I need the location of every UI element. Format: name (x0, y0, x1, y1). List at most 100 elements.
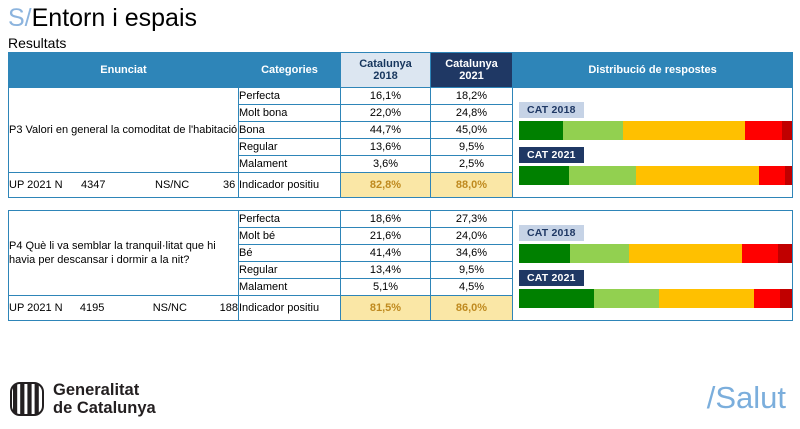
legend-badge-cat-2018: CAT 2018 (519, 224, 584, 241)
value-2021: 18,2% (430, 87, 513, 105)
bar-segment-regular (745, 120, 783, 140)
bar-segment-molt-b- (569, 243, 629, 263)
footnote-n-label: UP 2021 N (9, 179, 63, 191)
legend-badge-cat-2021: CAT 2021 (519, 146, 584, 163)
sample-footnote-1: UP 2021 N 4347 NS/NC 36 (8, 172, 239, 198)
table-row: Molt bona 22,0% 24,8% (9, 104, 793, 122)
table-separator (0, 198, 800, 210)
category-label: Bona (238, 121, 341, 139)
legend-badge-cat-2018: CAT 2018 (519, 101, 584, 118)
distribution-chart-2: CAT 2018 CAT 2021 (512, 210, 793, 321)
value-2018: 3,6% (340, 155, 431, 173)
column-header-catalunya-2018: Catalunya 2018 (340, 52, 431, 88)
value-2021: 27,3% (430, 210, 513, 228)
bar-segment-molt-bona (568, 165, 637, 185)
value-2021: 45,0% (430, 121, 513, 139)
brand-prefix: S/ (8, 4, 32, 32)
question-text-1: P3 Valori en general la comoditat de l'h… (8, 87, 239, 173)
category-label: Malament (238, 278, 341, 296)
bar-segment-malament (782, 120, 792, 140)
category-label: Regular (238, 261, 341, 279)
category-label: Molt bé (238, 227, 341, 245)
footnote-n-value: 4195 (79, 302, 105, 314)
category-label: Bé (238, 244, 341, 262)
column-header-categories: Categories (238, 52, 341, 88)
table-row: Regular 13,4% 9,5% (9, 261, 793, 279)
generalitat-shield-icon (10, 382, 44, 416)
bar-segment-bona (636, 165, 760, 185)
footnote-nsnc-label: NS/NC (152, 302, 187, 314)
indicator-value-2018: 81,5% (340, 295, 431, 321)
stacked-bar-cat-2018 (519, 243, 792, 263)
indicator-value-2021: 88,0% (430, 172, 513, 198)
value-2021: 24,0% (430, 227, 513, 245)
value-2018: 13,6% (340, 138, 431, 156)
value-2018: 22,0% (340, 104, 431, 122)
generalitat-line1: Generalitat (53, 381, 140, 399)
value-2018: 18,6% (340, 210, 431, 228)
generalitat-line2: de Catalunya (53, 399, 156, 417)
generalitat-wordmark: Generalitat de Catalunya (53, 381, 156, 417)
value-2018: 41,4% (340, 244, 431, 262)
bar-segment-regular (741, 243, 779, 263)
value-2018: 5,1% (340, 278, 431, 296)
indicator-label: Indicador positiu (238, 172, 341, 198)
footnote-n-label: UP 2021 N (9, 302, 63, 314)
page-subtitle: Resultats (8, 35, 67, 51)
column-header-enunciat: Enunciat (8, 52, 239, 88)
bar-segment-malament (785, 165, 792, 185)
indicator-value-2018: 82,8% (340, 172, 431, 198)
footnote-nsnc-value: 36 (223, 179, 236, 191)
table-row: Bona 44,7% 45,0% (9, 121, 793, 139)
category-label: Molt bona (238, 104, 341, 122)
value-2018: 13,4% (340, 261, 431, 279)
value-2018: 16,1% (340, 87, 431, 105)
results-table-block-2: P4 Què li va semblar la tranquil·litat q… (0, 210, 800, 321)
sample-footnote-2: UP 2021 N 4195 NS/NC 188 (8, 295, 239, 321)
page-title-text: Entorn i espais (31, 4, 197, 32)
category-label: Perfecta (238, 210, 341, 228)
footnote-nsnc-label: NS/NC (155, 179, 190, 191)
table-row-indicator: UP 2021 N 4195 NS/NC 188 Indicador posit… (8, 295, 793, 321)
bar-segment-molt-b- (593, 288, 660, 308)
column-header-catalunya-2018-line2: 2018 (373, 70, 398, 82)
results-table-block-1: Enunciat Categories Catalunya 2018 Catal… (0, 52, 800, 198)
value-2018: 44,7% (340, 121, 431, 139)
bar-segment-malament (779, 288, 792, 308)
value-2021: 24,8% (430, 104, 513, 122)
bar-segment-perfecta (519, 243, 570, 263)
value-2021: 9,5% (430, 138, 513, 156)
page-header: S/Entorn i espais Resultats (0, 0, 800, 52)
footnote-n-value: 4347 (81, 179, 106, 191)
bar-segment-perfecta (519, 165, 569, 185)
distribution-chart-1: CAT 2018 CAT 2021 (512, 87, 793, 198)
column-header-catalunya-2018-line1: Catalunya (359, 58, 412, 70)
value-2018: 21,6% (340, 227, 431, 245)
table-row: Malament 3,6% 2,5% (9, 155, 793, 173)
bar-segment-regular (753, 288, 780, 308)
stacked-bar-cat-2018 (519, 120, 792, 140)
results-table-2: P4 Què li va semblar la tranquil·litat q… (8, 210, 793, 321)
table-row: P4 Què li va semblar la tranquil·litat q… (8, 210, 793, 321)
category-label: Perfecta (238, 87, 341, 105)
bar-segment-malament (778, 243, 792, 263)
bar-segment-b- (628, 243, 742, 263)
page-title: S/Entorn i espais (8, 3, 800, 33)
table-header-row: Enunciat Categories Catalunya 2018 Catal… (8, 52, 793, 88)
value-2021: 9,5% (430, 261, 513, 279)
salut-logo: /Salut (706, 380, 786, 415)
stacked-bar-cat-2021 (519, 288, 792, 308)
bar-segment-molt-bona (562, 120, 623, 140)
value-2021: 4,5% (430, 278, 513, 296)
value-2021: 34,6% (430, 244, 513, 262)
page-footer: Generalitat de Catalunya /Salut (0, 373, 800, 429)
bar-segment-regular (759, 165, 786, 185)
bar-segment-perfecta (519, 288, 594, 308)
stacked-bar-cat-2021 (519, 165, 792, 185)
category-label: Regular (238, 138, 341, 156)
results-table-1: Enunciat Categories Catalunya 2018 Catal… (8, 52, 793, 198)
table-row: Malament 5,1% 4,5% (9, 278, 793, 296)
bar-segment-perfecta (519, 120, 563, 140)
column-header-catalunya-2021: Catalunya 2021 (430, 52, 513, 88)
column-header-distribucio: Distribució de respostes (512, 52, 793, 88)
